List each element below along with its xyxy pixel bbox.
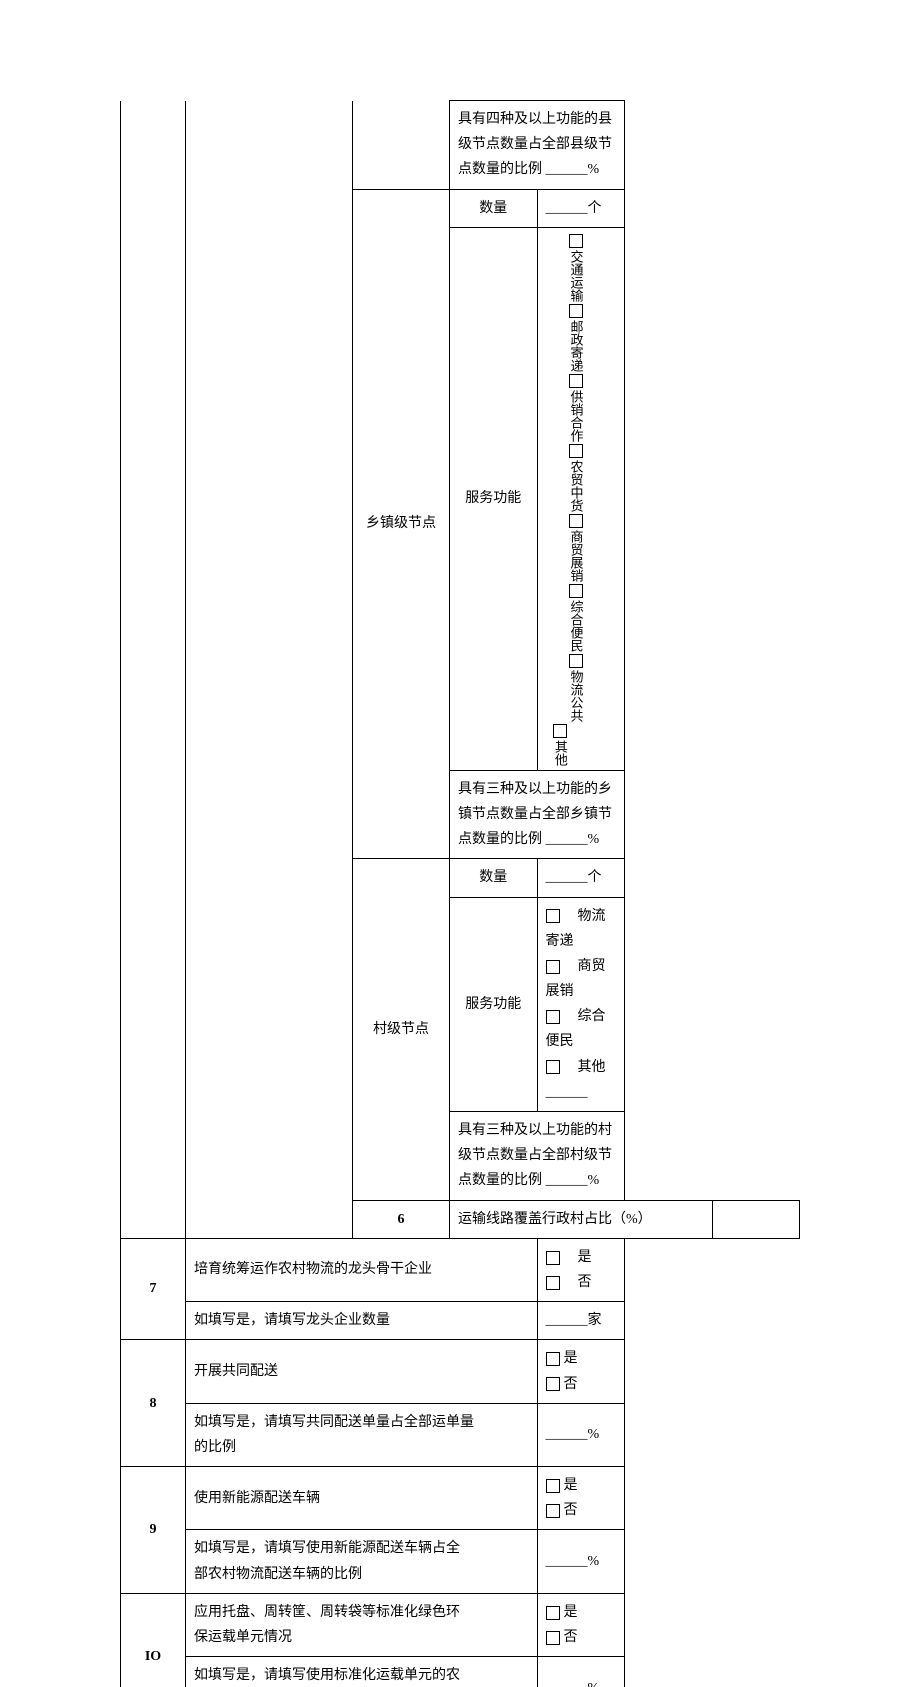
- checkbox-no[interactable]: [546, 1631, 560, 1645]
- checkbox[interactable]: [546, 909, 560, 923]
- row10-yesno[interactable]: 是 否: [537, 1593, 625, 1656]
- checkbox[interactable]: [546, 960, 560, 974]
- qty-value[interactable]: ______个: [537, 859, 625, 897]
- checkbox[interactable]: [569, 654, 583, 668]
- qty-value[interactable]: ______个: [537, 189, 625, 227]
- form-table: 具有四种及以上功能的县级节点数量占全部县级节 点数量的比例 ______% 乡镇…: [120, 100, 800, 1687]
- checkbox-yes[interactable]: [546, 1352, 560, 1366]
- row7-label-a: 培育统筹运作农村物流的龙头骨干企业: [186, 1238, 538, 1301]
- checkbox-no[interactable]: [546, 1276, 560, 1290]
- row6-label: 运输线路覆盖行政村占比（%）: [450, 1200, 713, 1238]
- row10-label-a: 应用托盘、周转筐、周转袋等标准化绿色环 保运载单元情况: [186, 1593, 538, 1656]
- checkbox[interactable]: [569, 234, 583, 248]
- row5-label: [186, 101, 353, 1239]
- row8-num: 8: [121, 1340, 186, 1467]
- checkbox[interactable]: [546, 1060, 560, 1074]
- village-options[interactable]: 物流寄递 商贸展销 综合便民 其他______: [537, 897, 625, 1112]
- county-node-cell: [353, 101, 450, 190]
- row5-num: [121, 101, 186, 1239]
- row8-label-a: 开展共同配送: [186, 1340, 538, 1403]
- row7-unit[interactable]: ______家: [537, 1302, 625, 1340]
- checkbox[interactable]: [546, 1010, 560, 1024]
- checkbox[interactable]: [569, 514, 583, 528]
- qty-label: 数量: [450, 859, 538, 897]
- row7-label-b: 如填写是，请填写龙头企业数量: [186, 1302, 538, 1340]
- village-ratio: 具有三种及以上功能的村级节点数量占全部村级节 点数量的比例 ______%: [450, 1112, 625, 1201]
- row10-pct[interactable]: ______%: [537, 1657, 625, 1687]
- row9-num: 9: [121, 1467, 186, 1594]
- checkbox-no[interactable]: [546, 1377, 560, 1391]
- row10-label-b: 如填写是，请填写使用标准化运载单元的农 村物流运单数量占运单总数的比例: [186, 1657, 538, 1687]
- checkbox[interactable]: [569, 304, 583, 318]
- text: 具有四种及以上功能的县级节点数量占全部县级节: [458, 112, 612, 152]
- row6-num: 6: [353, 1200, 450, 1238]
- row6-value[interactable]: [712, 1200, 800, 1238]
- row8-yesno[interactable]: 是 否: [537, 1340, 625, 1403]
- row7-num: 7: [121, 1238, 186, 1340]
- village-node-label: 村级节点: [353, 859, 450, 1200]
- township-node-label: 乡镇级节点: [353, 189, 450, 859]
- row9-label-b: 如填写是，请填写使用新能源配送车辆占全 部农村物流配送车辆的比例: [186, 1530, 538, 1593]
- row9-label-a: 使用新能源配送车辆: [186, 1467, 538, 1530]
- checkbox[interactable]: [569, 374, 583, 388]
- qty-label: 数量: [450, 189, 538, 227]
- text: 点数量的比例 ______%: [458, 162, 599, 177]
- checkbox-yes[interactable]: [546, 1606, 560, 1620]
- county-ratio: 具有四种及以上功能的县级节点数量占全部县级节 点数量的比例 ______%: [450, 101, 625, 190]
- checkbox[interactable]: [569, 584, 583, 598]
- service-label: 服务功能: [450, 227, 538, 770]
- row10-num: IO: [121, 1593, 186, 1687]
- township-ratio: 具有三种及以上功能的乡镇节点数量占全部乡镇节 点数量的比例 ______%: [450, 770, 625, 859]
- checkbox-no[interactable]: [546, 1504, 560, 1518]
- checkbox[interactable]: [569, 444, 583, 458]
- row8-label-b: 如填写是，请填写共同配送单量占全部运单量 的比例: [186, 1403, 538, 1466]
- row7-yesno[interactable]: 是 否: [537, 1238, 625, 1301]
- checkbox-yes[interactable]: [546, 1479, 560, 1493]
- row9-yesno[interactable]: 是 否: [537, 1467, 625, 1530]
- checkbox-yes[interactable]: [546, 1251, 560, 1265]
- row9-pct[interactable]: ______%: [537, 1530, 625, 1593]
- township-options[interactable]: 交通运输 邮政寄递 供销合作 农贸中货 商贸展销 综合便民 物流公共 其他: [537, 227, 625, 770]
- service-label: 服务功能: [450, 897, 538, 1112]
- checkbox[interactable]: [553, 724, 567, 738]
- row8-pct[interactable]: ______%: [537, 1403, 625, 1466]
